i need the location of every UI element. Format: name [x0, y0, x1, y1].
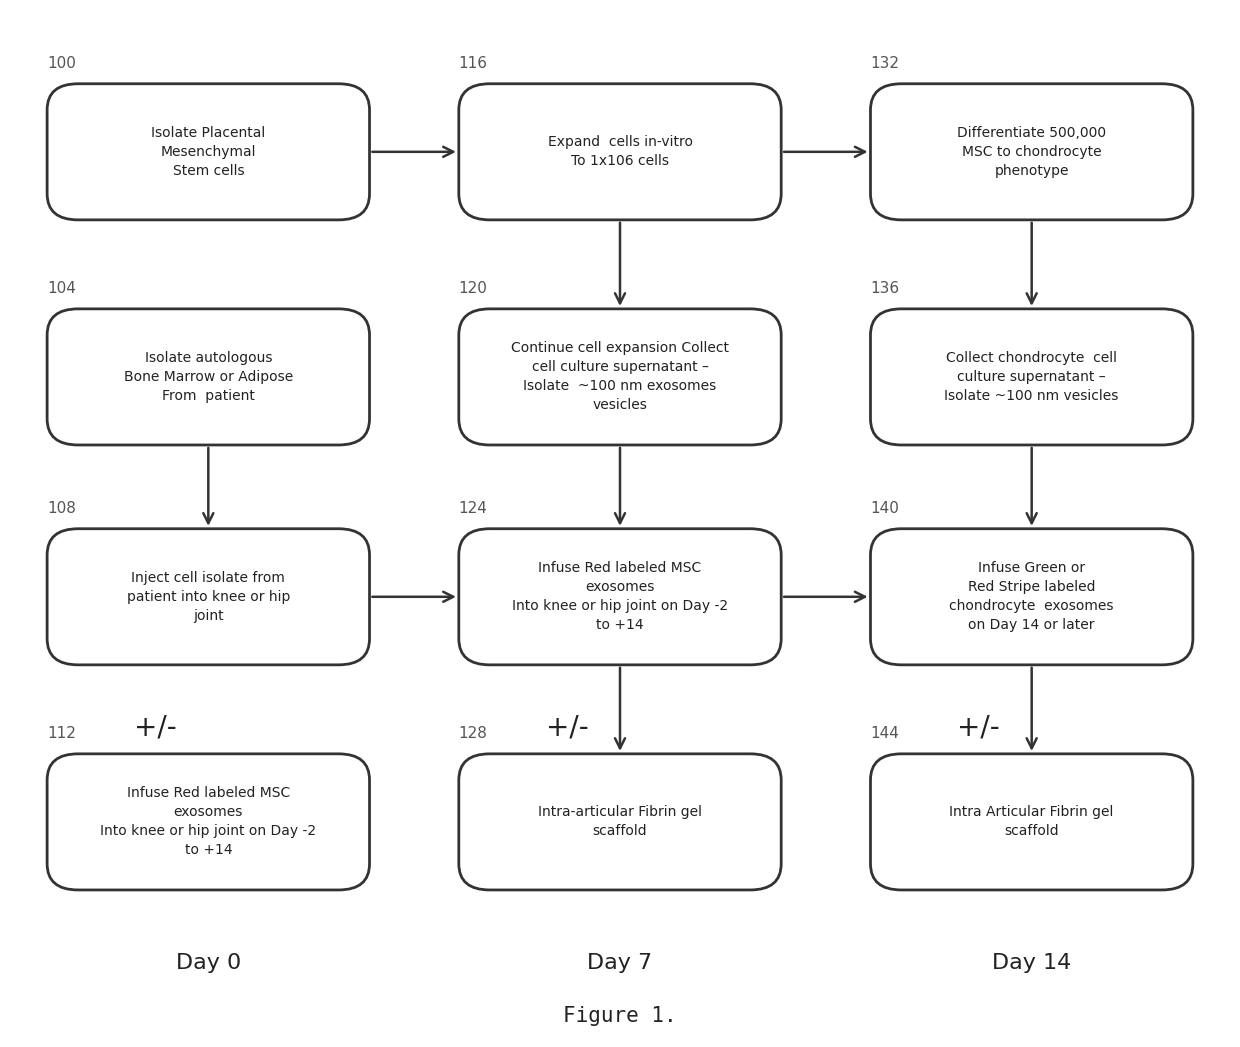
- FancyBboxPatch shape: [47, 529, 370, 665]
- Text: Figure 1.: Figure 1.: [563, 1005, 677, 1026]
- FancyBboxPatch shape: [459, 84, 781, 220]
- Text: 140: 140: [870, 502, 899, 516]
- Text: Day 7: Day 7: [588, 953, 652, 974]
- Text: Continue cell expansion Collect
cell culture supernatant –
Isolate  ~100 nm exos: Continue cell expansion Collect cell cul…: [511, 341, 729, 413]
- Text: Inject cell isolate from
patient into knee or hip
joint: Inject cell isolate from patient into kn…: [126, 571, 290, 623]
- FancyBboxPatch shape: [47, 754, 370, 890]
- Text: Intra Articular Fibrin gel
scaffold: Intra Articular Fibrin gel scaffold: [950, 805, 1114, 839]
- FancyBboxPatch shape: [870, 84, 1193, 220]
- Text: +/-: +/-: [546, 713, 588, 741]
- Text: +/-: +/-: [134, 713, 176, 741]
- FancyBboxPatch shape: [47, 309, 370, 445]
- FancyBboxPatch shape: [870, 754, 1193, 890]
- Text: 108: 108: [47, 502, 76, 516]
- Text: Infuse Green or
Red Stripe labeled
chondrocyte  exosomes
on Day 14 or later: Infuse Green or Red Stripe labeled chond…: [950, 561, 1114, 632]
- Text: Expand  cells in-vitro
To 1x106 cells: Expand cells in-vitro To 1x106 cells: [548, 135, 692, 169]
- Text: Infuse Red labeled MSC
exosomes
Into knee or hip joint on Day -2
to +14: Infuse Red labeled MSC exosomes Into kne…: [100, 786, 316, 857]
- Text: Collect chondrocyte  cell
culture supernatant –
Isolate ~100 nm vesicles: Collect chondrocyte cell culture superna…: [945, 351, 1118, 403]
- Text: 116: 116: [459, 57, 487, 71]
- Text: Isolate Placental
Mesenchymal
Stem cells: Isolate Placental Mesenchymal Stem cells: [151, 126, 265, 178]
- Text: 100: 100: [47, 57, 76, 71]
- FancyBboxPatch shape: [870, 309, 1193, 445]
- Text: 136: 136: [870, 282, 899, 296]
- FancyBboxPatch shape: [459, 754, 781, 890]
- FancyBboxPatch shape: [47, 84, 370, 220]
- Text: Differentiate 500,000
MSC to chondrocyte
phenotype: Differentiate 500,000 MSC to chondrocyte…: [957, 126, 1106, 178]
- Text: 144: 144: [870, 727, 899, 741]
- Text: +/-: +/-: [957, 713, 999, 741]
- FancyBboxPatch shape: [870, 529, 1193, 665]
- Text: Day 14: Day 14: [992, 953, 1071, 974]
- Text: 120: 120: [459, 282, 487, 296]
- Text: 104: 104: [47, 282, 76, 296]
- Text: 132: 132: [870, 57, 899, 71]
- FancyBboxPatch shape: [459, 529, 781, 665]
- Text: 128: 128: [459, 727, 487, 741]
- Text: 124: 124: [459, 502, 487, 516]
- Text: Intra-articular Fibrin gel
scaffold: Intra-articular Fibrin gel scaffold: [538, 805, 702, 839]
- FancyBboxPatch shape: [459, 309, 781, 445]
- Text: 112: 112: [47, 727, 76, 741]
- Text: Infuse Red labeled MSC
exosomes
Into knee or hip joint on Day -2
to +14: Infuse Red labeled MSC exosomes Into kne…: [512, 561, 728, 632]
- Text: Day 0: Day 0: [176, 953, 241, 974]
- Text: Isolate autologous
Bone Marrow or Adipose
From  patient: Isolate autologous Bone Marrow or Adipos…: [124, 351, 293, 403]
